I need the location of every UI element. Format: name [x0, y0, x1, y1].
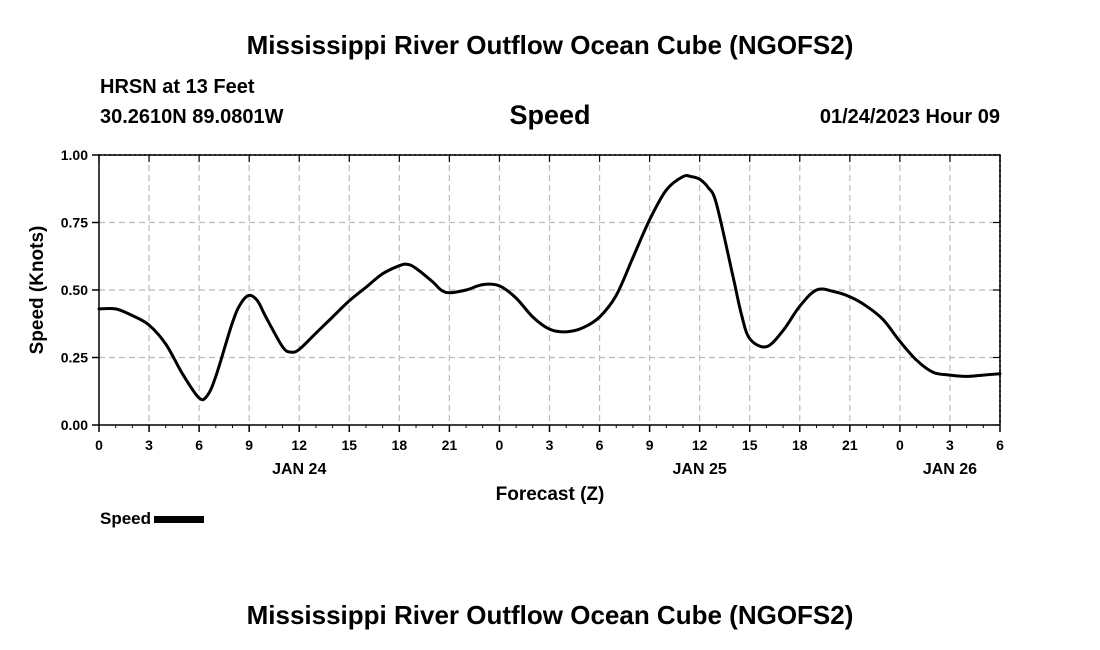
x-tick-label: 6 [195, 437, 203, 453]
y-tick-label: 0.75 [61, 215, 88, 231]
date-label: JAN 24 [272, 461, 326, 478]
forecast-datetime: 01/24/2023 Hour 09 [819, 106, 1000, 128]
x-tick-label: 9 [646, 437, 654, 453]
x-axis-label: Forecast (Z) [496, 484, 605, 505]
x-tick-label: 18 [392, 437, 408, 453]
x-tick-label: 21 [442, 437, 458, 453]
x-tick-label: 0 [95, 437, 103, 453]
x-tick-label: 18 [792, 437, 808, 453]
legend-swatch [154, 515, 205, 523]
chart-main-title: Mississippi River Outflow Ocean Cube (NG… [246, 30, 854, 60]
x-tick-label: 3 [145, 437, 153, 453]
y-tick-label: 0.00 [61, 417, 88, 433]
y-axis-label: Speed (Knots) [27, 226, 48, 355]
y-tick-label: 0.25 [61, 350, 88, 366]
x-tick-label: 6 [996, 437, 1004, 453]
x-tick-label: 21 [842, 437, 858, 453]
axis-labels: 0.00 0.25 0.50 0.75 1.00 0 3 6 9 12 15 18 21 0 3 6 9 12 15… [61, 147, 1004, 478]
x-tick-label: 3 [946, 437, 954, 453]
speed-series-line [97, 173, 1002, 402]
x-tick-label: 0 [496, 437, 504, 453]
y-tick-label: 1.00 [61, 147, 88, 163]
chart-variable-title: Speed [509, 100, 591, 130]
station-coordinates: 30.2610N 89.0801W [100, 106, 284, 128]
x-tick-label: 12 [291, 437, 307, 453]
date-label: JAN 26 [923, 461, 977, 478]
x-tick-label: 15 [341, 437, 357, 453]
x-tick-label: 6 [596, 437, 604, 453]
legend: Speed [100, 509, 205, 529]
axis-ticks [92, 154, 1001, 432]
x-tick-label: 0 [896, 437, 904, 453]
grid-lines [99, 155, 1000, 425]
station-label: HRSN at 13 Feet [100, 76, 255, 98]
footer-title: Mississippi River Outflow Ocean Cube (NG… [246, 600, 854, 630]
y-tick-label: 0.50 [61, 282, 88, 298]
x-tick-label: 15 [742, 437, 758, 453]
legend-label: Speed [100, 509, 152, 528]
x-tick-label: 12 [692, 437, 708, 453]
x-tick-label: 3 [546, 437, 554, 453]
date-label: JAN 25 [673, 461, 727, 478]
x-tick-label: 9 [245, 437, 253, 453]
